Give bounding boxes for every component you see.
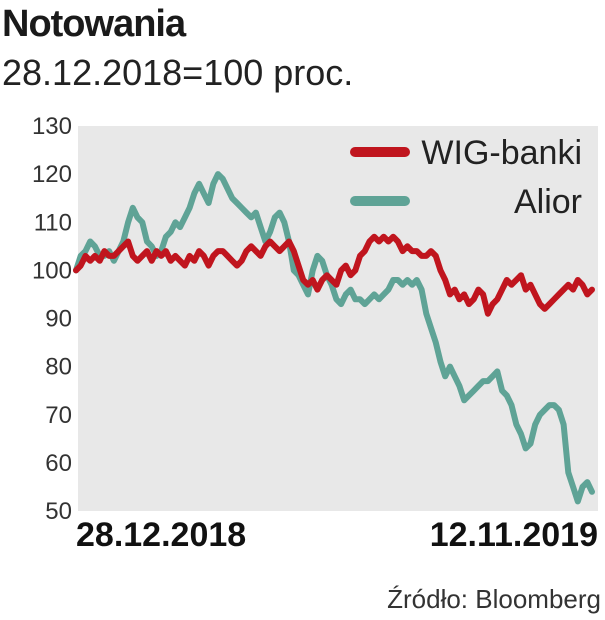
plot-background: [78, 126, 598, 511]
x-axis: 28.12.2018 12.11.2019: [76, 516, 598, 554]
y-tick-label: 80: [45, 354, 72, 381]
legend-label: WIG-banki: [421, 134, 582, 172]
chart-title: Notowania: [2, 3, 186, 45]
y-tick-label: 100: [32, 257, 72, 284]
y-tick-label: 130: [32, 113, 72, 140]
y-tick-label: 70: [45, 402, 72, 429]
y-tick-label: 120: [32, 161, 72, 188]
x-tick-label: 12.11.2019: [430, 516, 598, 554]
source-note: Źródło: Bloomberg: [387, 584, 601, 614]
legend: WIG-banki Alior: [350, 134, 582, 221]
x-tick-label: 28.12.2018: [76, 516, 246, 554]
chart-subtitle: 28.12.2018=100 proc.: [2, 52, 354, 93]
y-tick-label: 60: [45, 450, 72, 477]
legend-label: Alior: [514, 183, 582, 221]
y-tick-label: 110: [34, 209, 72, 236]
y-axis: 130 120 110 100 90 80 70 60 50: [32, 113, 72, 525]
y-tick-label: 50: [45, 498, 72, 525]
series-line-wig-banki: [73, 233, 595, 317]
series-group: [73, 171, 595, 505]
y-tick-label: 90: [45, 306, 72, 333]
series-line-alior: [73, 171, 595, 505]
